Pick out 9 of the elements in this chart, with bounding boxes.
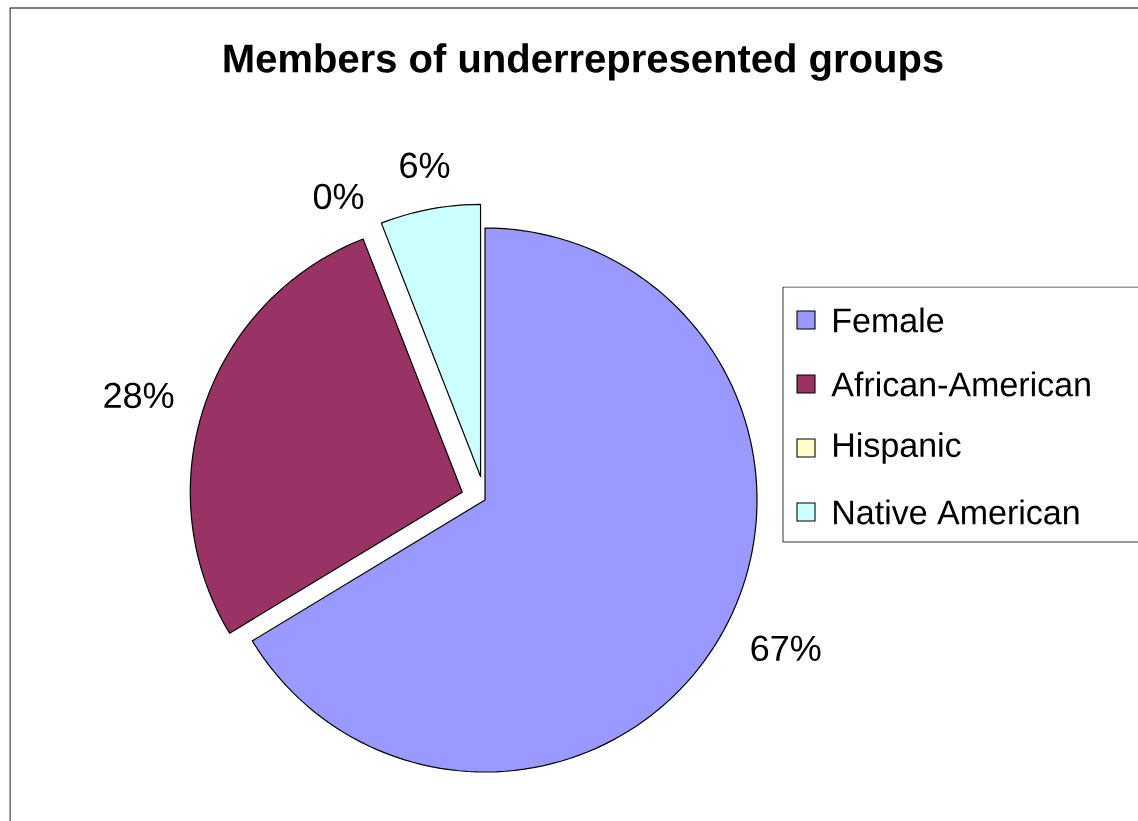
legend-label: Native American: [834, 499, 1079, 525]
data-label: 6%: [400, 152, 450, 179]
legend-label: Hispanic: [834, 432, 961, 464]
legend-label: African-American: [831, 371, 1090, 397]
data-label: 67%: [751, 635, 821, 662]
legend-label: Female: [834, 307, 944, 333]
text: 0%: [313, 183, 364, 210]
data-label: 28%: [104, 382, 174, 409]
chart-title: Members of underrepresented groups: [224, 43, 943, 81]
